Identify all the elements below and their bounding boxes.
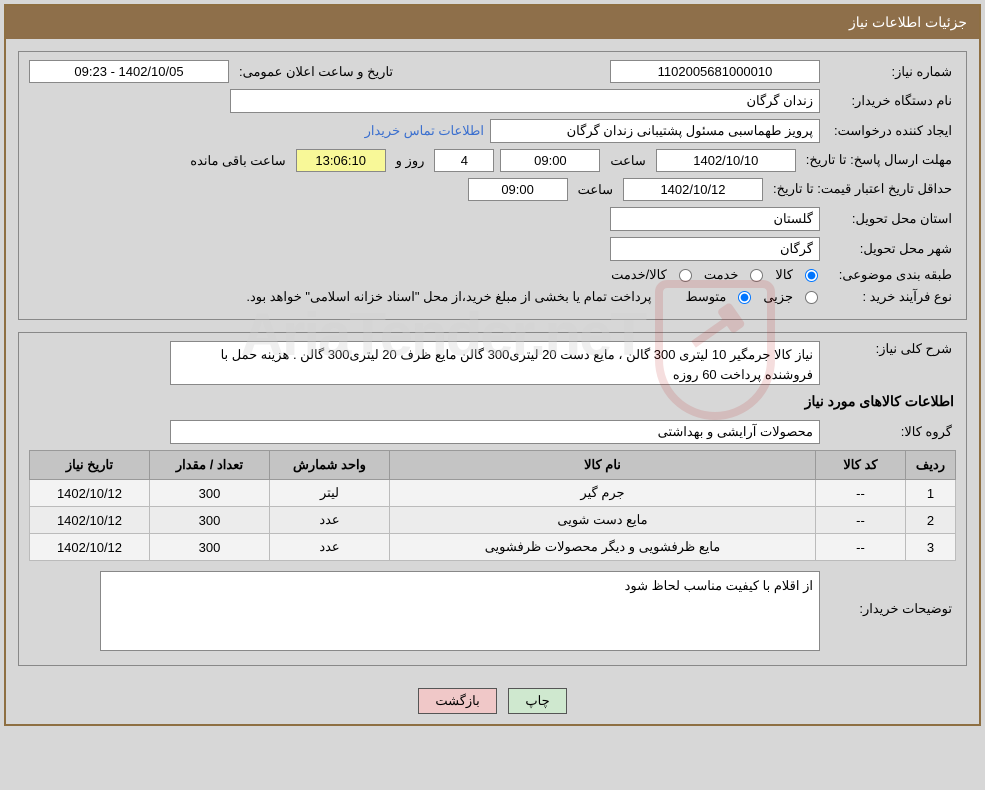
goods-section: شرح کلی نیاز: نیاز کالا جرمگیر 10 لیتری … <box>18 332 967 666</box>
th-date: تاریخ نیاز <box>30 451 150 480</box>
goods-group-value: محصولات آرایشی و بهداشتی <box>170 420 820 444</box>
province-value: گلستان <box>610 207 820 231</box>
goods-table: ردیف کد کالا نام کالا واحد شمارش تعداد /… <box>29 450 956 561</box>
th-unit: واحد شمارش <box>270 451 390 480</box>
cell-row: 2 <box>906 507 956 534</box>
buyer-org-label: نام دستگاه خریدار: <box>826 93 956 109</box>
cell-code: -- <box>816 534 906 561</box>
subject-class-label: طبقه بندی موضوعی: <box>826 267 956 283</box>
buyer-org-value: زندان گرگان <box>230 89 820 113</box>
radio-partial[interactable] <box>805 291 818 304</box>
radio-medium[interactable] <box>738 291 751 304</box>
validity-time: 09:00 <box>468 178 568 201</box>
radio-service[interactable] <box>750 269 763 282</box>
requester-value: پرویز طهماسبی مسئول پشتیبانی زندان گرگان <box>490 119 820 143</box>
th-row: ردیف <box>906 451 956 480</box>
cell-name: جرم گیر <box>390 480 816 507</box>
table-row: 1 -- جرم گیر لیتر 300 1402/10/12 <box>30 480 956 507</box>
buyer-notes-textarea[interactable]: از اقلام با کیفیت مناسب لحاظ شود <box>100 571 820 651</box>
countdown-label: ساعت باقی مانده <box>186 153 289 169</box>
th-code: کد کالا <box>816 451 906 480</box>
announce-label: تاریخ و ساعت اعلان عمومی: <box>235 64 397 80</box>
purchase-type-label: نوع فرآیند خرید : <box>826 289 956 305</box>
city-value: گرگان <box>610 237 820 261</box>
buyer-notes-label: توضیحات خریدار: <box>826 571 956 617</box>
deadline-time-label: ساعت <box>606 153 649 169</box>
cell-date: 1402/10/12 <box>30 534 150 561</box>
cell-name: مایع ظرفشویی و دیگر محصولات ظرفشویی <box>390 534 816 561</box>
cell-qty: 300 <box>150 534 270 561</box>
page-wrapper: جزئیات اطلاعات نیاز شماره نیاز: 11020056… <box>4 4 981 726</box>
cell-unit: عدد <box>270 507 390 534</box>
cell-code: -- <box>816 480 906 507</box>
button-row: چاپ بازگشت <box>6 678 979 724</box>
radio-medium-label: متوسط <box>681 289 730 305</box>
table-row: 2 -- مایع دست شویی عدد 300 1402/10/12 <box>30 507 956 534</box>
overall-desc-value: نیاز کالا جرمگیر 10 لیتری 300 گالن ، مای… <box>170 341 820 385</box>
overall-desc-label: شرح کلی نیاز: <box>826 341 956 357</box>
radio-both[interactable] <box>679 269 692 282</box>
radio-service-label: خدمت <box>700 267 743 283</box>
radio-both-label: کالا/خدمت <box>607 267 671 283</box>
validity-date: 1402/10/12 <box>623 178 763 201</box>
cell-row: 3 <box>906 534 956 561</box>
radio-partial-label: جزیی <box>759 289 797 305</box>
cell-qty: 300 <box>150 507 270 534</box>
radio-goods[interactable] <box>805 269 818 282</box>
cell-code: -- <box>816 507 906 534</box>
goods-group-label: گروه کالا: <box>826 424 956 440</box>
deadline-label: مهلت ارسال پاسخ: تا تاریخ: <box>802 152 956 169</box>
page-title: جزئیات اطلاعات نیاز <box>849 14 967 30</box>
need-details-section: شماره نیاز: 1102005681000010 تاریخ و ساع… <box>18 51 967 320</box>
cell-date: 1402/10/12 <box>30 480 150 507</box>
buyer-contact-link[interactable]: اطلاعات تماس خریدار <box>365 123 484 139</box>
table-row: 3 -- مایع ظرفشویی و دیگر محصولات ظرفشویی… <box>30 534 956 561</box>
cell-date: 1402/10/12 <box>30 507 150 534</box>
days-label: روز و <box>392 153 429 169</box>
items-title: اطلاعات کالاهای مورد نیاز <box>31 393 954 410</box>
cell-name: مایع دست شویی <box>390 507 816 534</box>
days-remaining: 4 <box>434 149 494 172</box>
purchase-note: پرداخت تمام یا بخشی از مبلغ خرید،از محل … <box>242 289 655 305</box>
requester-label: ایجاد کننده درخواست: <box>826 123 956 139</box>
deadline-time: 09:00 <box>500 149 600 172</box>
validity-label: حداقل تاریخ اعتبار قیمت: تا تاریخ: <box>769 181 956 198</box>
cell-unit: عدد <box>270 534 390 561</box>
print-button[interactable]: چاپ <box>508 688 566 714</box>
radio-goods-label: کالا <box>771 267 797 283</box>
province-label: استان محل تحویل: <box>826 211 956 227</box>
back-button[interactable]: بازگشت <box>418 688 496 714</box>
deadline-date: 1402/10/10 <box>656 149 796 172</box>
cell-row: 1 <box>906 480 956 507</box>
city-label: شهر محل تحویل: <box>826 241 956 257</box>
need-number-value: 1102005681000010 <box>610 60 820 83</box>
th-name: نام کالا <box>390 451 816 480</box>
announce-value: 09:23 - 1402/10/05 <box>29 60 229 83</box>
validity-time-label: ساعت <box>574 182 617 198</box>
cell-unit: لیتر <box>270 480 390 507</box>
th-qty: تعداد / مقدار <box>150 451 270 480</box>
cell-qty: 300 <box>150 480 270 507</box>
need-number-label: شماره نیاز: <box>826 64 956 80</box>
header-bar: جزئیات اطلاعات نیاز <box>6 6 979 39</box>
countdown-timer: 13:06:10 <box>296 149 386 172</box>
